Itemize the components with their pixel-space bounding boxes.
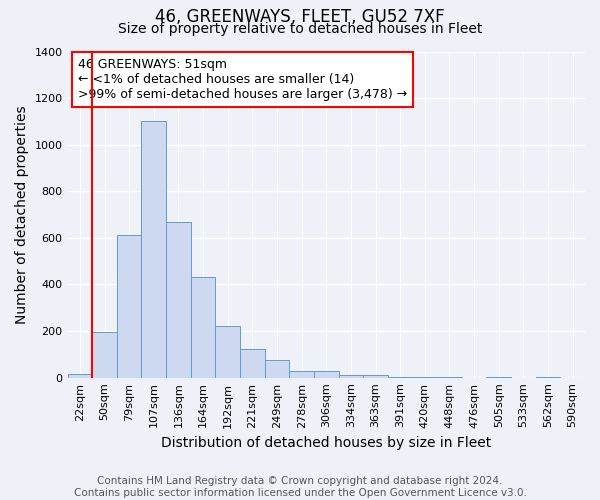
Text: Contains HM Land Registry data © Crown copyright and database right 2024.
Contai: Contains HM Land Registry data © Crown c…	[74, 476, 526, 498]
Text: Size of property relative to detached houses in Fleet: Size of property relative to detached ho…	[118, 22, 482, 36]
Bar	[437, 376, 462, 378]
Bar	[413, 376, 437, 378]
Bar	[68, 374, 92, 378]
Text: 46 GREENWAYS: 51sqm
← <1% of detached houses are smaller (14)
>99% of semi-detac: 46 GREENWAYS: 51sqm ← <1% of detached ho…	[78, 58, 407, 101]
Bar	[92, 332, 117, 378]
Bar	[265, 360, 289, 378]
Bar	[363, 376, 388, 378]
Bar	[314, 371, 338, 378]
Bar	[487, 376, 511, 378]
Bar	[338, 376, 363, 378]
Bar	[215, 326, 240, 378]
Bar	[289, 371, 314, 378]
Bar	[166, 222, 191, 378]
Bar	[536, 376, 560, 378]
Bar	[142, 120, 166, 378]
Bar	[388, 376, 413, 378]
Text: 46, GREENWAYS, FLEET, GU52 7XF: 46, GREENWAYS, FLEET, GU52 7XF	[155, 8, 445, 26]
Bar	[117, 234, 142, 378]
Y-axis label: Number of detached properties: Number of detached properties	[15, 106, 29, 324]
X-axis label: Distribution of detached houses by size in Fleet: Distribution of detached houses by size …	[161, 436, 491, 450]
Bar	[191, 278, 215, 378]
Bar	[240, 350, 265, 378]
